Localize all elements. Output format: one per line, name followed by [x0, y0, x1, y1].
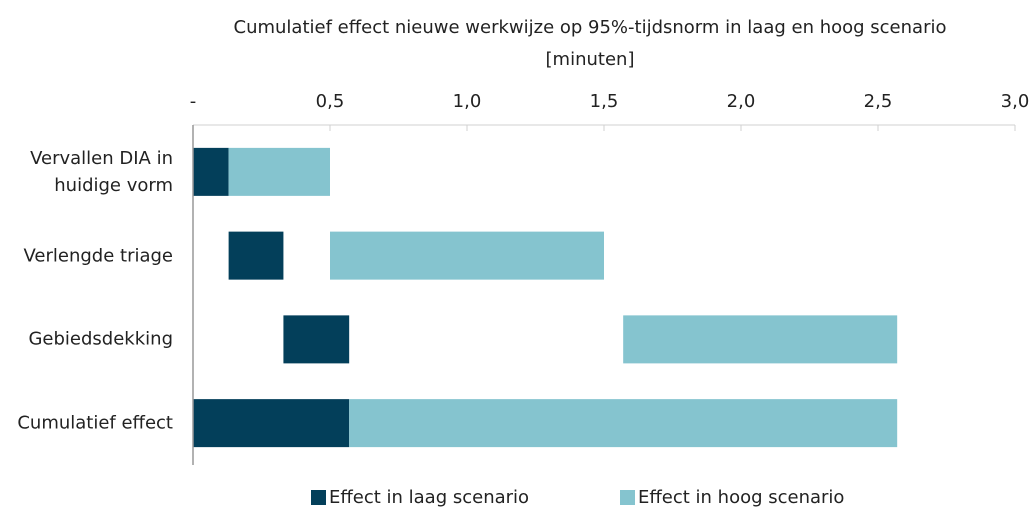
axis-title: [minuten] [546, 49, 635, 70]
bar [349, 399, 898, 448]
x-tick-label: 1,5 [590, 91, 619, 112]
x-tick-label: 1,0 [453, 91, 482, 112]
legend-swatch [620, 490, 635, 505]
x-tick-label: 2,5 [864, 91, 893, 112]
y-tick-label: Vervallen DIA in huidige vorm [30, 147, 173, 196]
x-tick-label: 2,0 [727, 91, 756, 112]
x-tick-label: 3,0 [1001, 91, 1030, 112]
y-tick-label: Gebiedsdekking [28, 328, 173, 350]
bar [228, 231, 284, 280]
legend-label: Effect in laag scenario [329, 487, 529, 508]
legend-swatch [311, 490, 326, 505]
y-tick-label: Cumulatief effect [17, 412, 173, 434]
y-tick-label: Verlengde triage [23, 245, 173, 267]
chart-title: Cumulatief effect nieuwe werkwijze op 95… [234, 17, 947, 38]
legend-label: Effect in hoog scenario [638, 487, 844, 508]
x-tick-label: - [190, 91, 197, 112]
bar [330, 231, 604, 280]
x-tick-label: 0,5 [316, 91, 345, 112]
bar [193, 399, 350, 448]
bar [193, 147, 229, 196]
bar [623, 315, 898, 364]
bar [283, 315, 350, 364]
bar [228, 147, 330, 196]
